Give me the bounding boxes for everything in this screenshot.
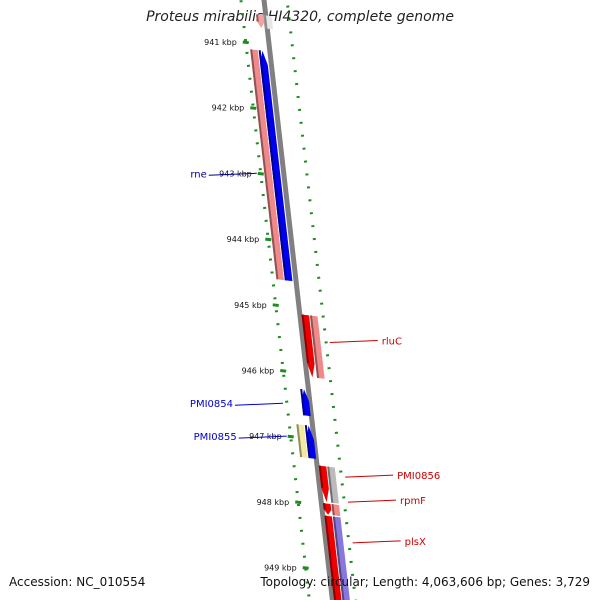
leader-line xyxy=(238,435,287,439)
tick-948-kbp: 948 kbp xyxy=(257,498,302,507)
gene-name[interactable]: plsX xyxy=(405,537,426,548)
feature-pmi0855-cds[interactable] xyxy=(296,424,308,458)
tick-941-kbp: 941 kbp xyxy=(204,38,249,47)
feature-edge xyxy=(332,516,345,600)
tick-945-kbp: 945 kbp xyxy=(234,301,279,310)
tick-mark xyxy=(265,237,272,242)
feature-edge xyxy=(331,503,335,516)
tick-label: 948 kbp xyxy=(257,498,290,507)
feature-edge xyxy=(250,49,279,280)
feature-pmi0855-gene[interactable] xyxy=(304,425,317,459)
gene-name[interactable]: rluC xyxy=(382,336,402,347)
feature-edge xyxy=(323,503,326,510)
tick-label: 945 kbp xyxy=(234,301,267,310)
feature-edge xyxy=(300,388,306,416)
feature-pmi0856-cds[interactable] xyxy=(327,466,339,504)
feature-edge xyxy=(263,15,268,29)
tick-949-kbp: 949 kbp xyxy=(264,564,309,573)
tick-mark xyxy=(295,500,302,505)
leader-line xyxy=(352,540,401,544)
feature-edge xyxy=(258,50,287,281)
gene-name[interactable]: PMI0856 xyxy=(397,471,440,482)
feature-rluC-cds[interactable] xyxy=(309,315,325,379)
gene-name[interactable]: rne xyxy=(190,169,206,180)
tick-label: 942 kbp xyxy=(212,104,245,113)
leader-line xyxy=(329,339,378,343)
feature-rpmF-cds[interactable] xyxy=(331,503,341,517)
feature-edge xyxy=(318,465,324,488)
gene-label-rluC[interactable]: rluC xyxy=(329,336,402,347)
tick-mark xyxy=(287,434,294,439)
genome-summary-text: Topology: circular; Length: 4,063,606 bp… xyxy=(260,575,590,589)
feature-plsX-cds[interactable] xyxy=(332,516,351,600)
feature-plsX-gene[interactable] xyxy=(324,515,342,600)
feature-rpmF-gene[interactable] xyxy=(323,503,332,515)
map-title: Proteus mirabilis HI4320, complete genom… xyxy=(146,9,454,25)
feature-top-white[interactable] xyxy=(263,15,274,30)
genome-backbone xyxy=(261,0,335,600)
accession-text: Accession: NC_010554 xyxy=(9,575,146,589)
tick-label: 944 kbp xyxy=(227,235,260,244)
feature-edge xyxy=(304,425,311,459)
gene-label-PMI0856[interactable]: PMI0856 xyxy=(345,471,440,482)
feature-edge xyxy=(324,515,337,600)
leader-line xyxy=(208,172,257,176)
tick-942-kbp: 942 kbp xyxy=(212,104,257,113)
tick-label: 946 kbp xyxy=(242,367,275,376)
tick-944-kbp: 944 kbp xyxy=(227,235,272,244)
gene-name[interactable]: PMI0855 xyxy=(194,432,237,443)
tick-946-kbp: 946 kbp xyxy=(242,367,287,376)
leader-line xyxy=(345,474,394,478)
feature-edge xyxy=(296,424,303,458)
feature-edge xyxy=(327,466,334,503)
gene-label-rpmF[interactable]: rpmF xyxy=(347,496,426,507)
feature-top-red[interactable] xyxy=(256,14,265,28)
gene-name[interactable]: rpmF xyxy=(400,496,426,507)
feature-rne-cds[interactable] xyxy=(250,49,284,281)
tick-label: 941 kbp xyxy=(204,38,237,47)
tick-mark xyxy=(272,303,279,307)
feature-rne-gene[interactable] xyxy=(258,50,293,282)
gene-label-PMI0855[interactable]: PMI0855 xyxy=(194,432,287,443)
gene-label-PMI0854[interactable]: PMI0854 xyxy=(190,399,284,410)
right-guide-line xyxy=(285,0,357,600)
feature-pmi0856-gene[interactable] xyxy=(318,465,329,503)
leader-line xyxy=(234,402,284,406)
gene-label-plsX[interactable]: plsX xyxy=(352,537,426,548)
tick-mark xyxy=(242,40,249,45)
feature-edge xyxy=(256,14,259,22)
feature-edge xyxy=(301,314,310,364)
tick-mark xyxy=(280,369,287,373)
feature-edge xyxy=(309,315,320,379)
tick-label: 949 kbp xyxy=(264,564,297,573)
leader-line xyxy=(347,499,397,503)
left-guide-line xyxy=(239,0,311,600)
feature-pmi0854-gene[interactable] xyxy=(300,388,311,417)
gene-label-rne[interactable]: rne xyxy=(190,169,257,180)
feature-body[interactable] xyxy=(260,50,293,282)
tick-mark xyxy=(250,106,257,110)
tick-mark xyxy=(302,566,309,570)
feature-rluC-gene[interactable] xyxy=(301,314,315,378)
gene-name[interactable]: PMI0854 xyxy=(190,399,233,410)
tick-mark xyxy=(257,171,264,176)
